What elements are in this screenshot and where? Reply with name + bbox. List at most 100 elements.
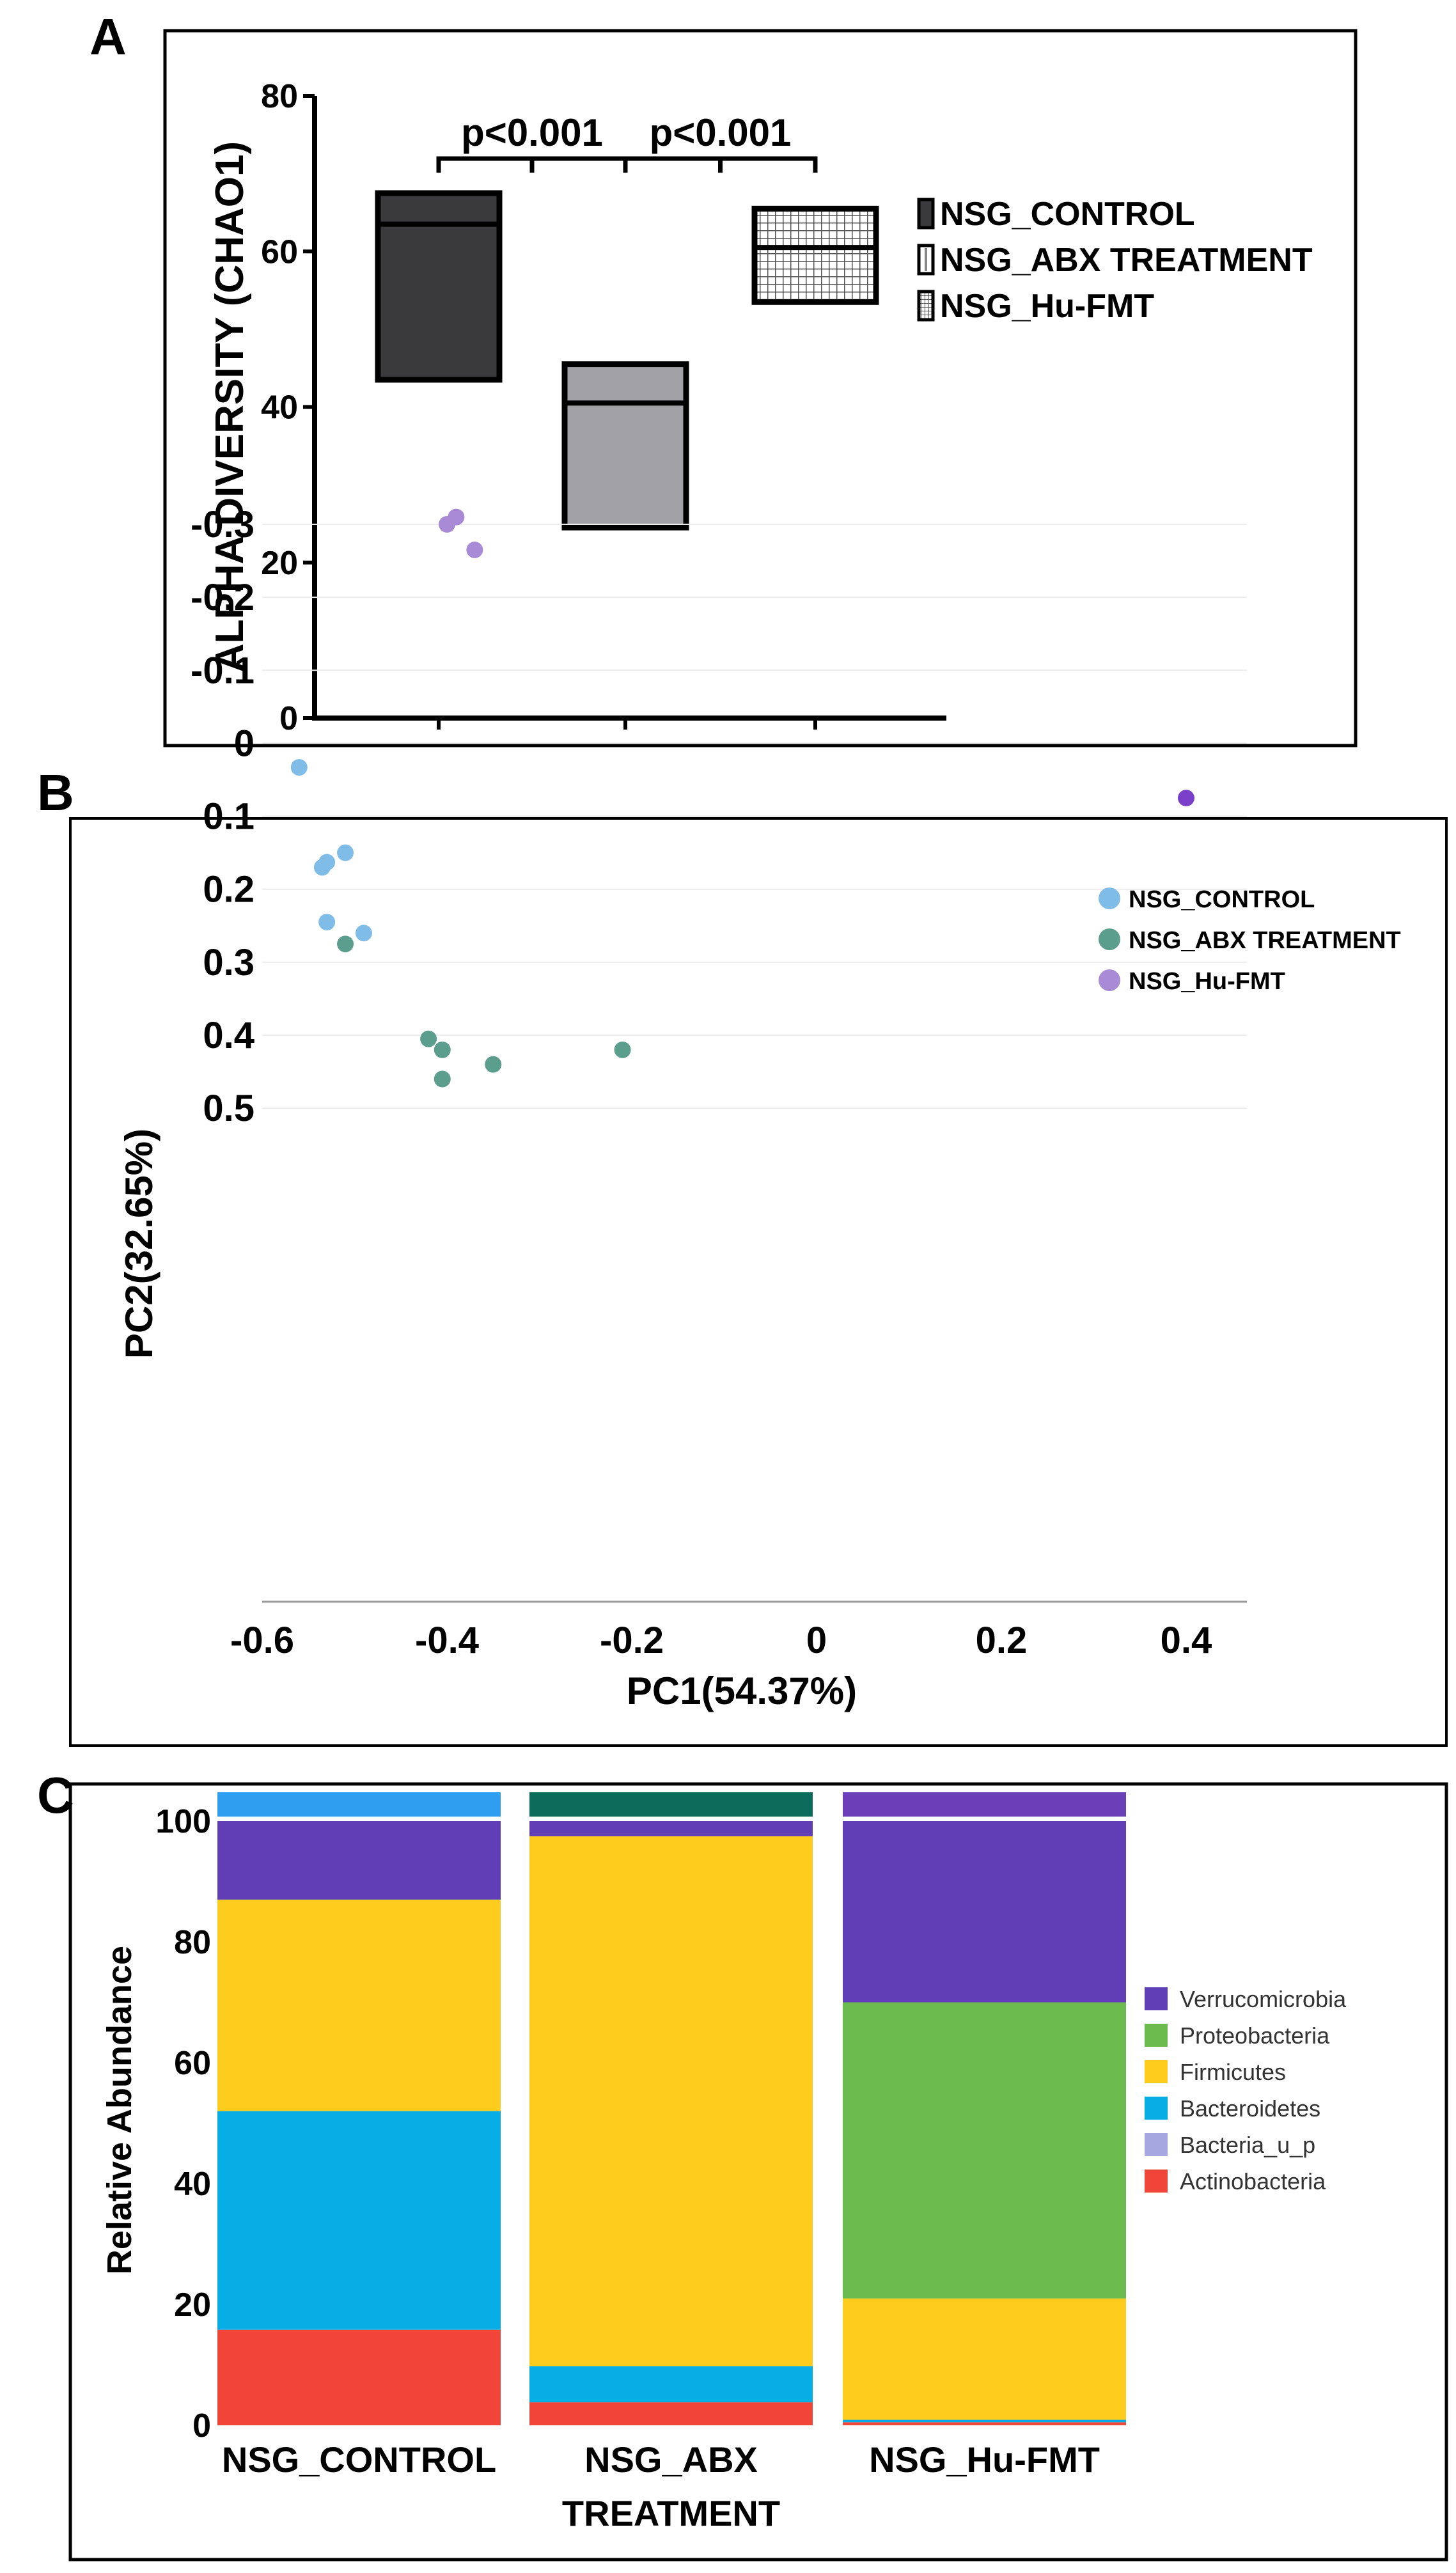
legend-marker-nsg-control — [1099, 888, 1120, 909]
panel-b-y-axis-title: PC2(32.65%) — [118, 1129, 160, 1359]
panel-b-y-tick-label: 0.2 — [203, 869, 254, 911]
point-nsg-control — [355, 925, 372, 942]
significance-bracket — [436, 156, 628, 173]
panel-a-y-tick-label: 80 — [261, 78, 298, 115]
panel-c-y-tick-label: 60 — [174, 2045, 211, 2082]
point-nsg-abx-treatment — [434, 1041, 451, 1058]
panel-a-y-axis-title: ALPHA DIVERSITY (CHAO1) — [208, 141, 252, 672]
legend-label-verrucomicrobia: Verrucomicrobia — [1180, 1986, 1347, 2012]
panel-b-x-tick-label: 0 — [806, 1620, 827, 1661]
panel-b-x-tick-label: 0.2 — [976, 1620, 1028, 1661]
point-nsg-abx-treatment — [420, 1030, 437, 1047]
panel-c-y-tick-label: 0 — [192, 2407, 211, 2444]
panel-a-frame — [163, 29, 1358, 747]
legend-label-nsg-abx-treatment: NSG_ABX TREATMENT — [940, 242, 1313, 279]
category-label-nsg-abx-treatment: TREATMENT — [562, 2493, 780, 2533]
box-nsg-hu-fmt — [751, 205, 879, 305]
legend-label-nsg-hu-fmt: NSG_Hu-FMT — [1129, 968, 1285, 995]
panel-a-y-tick-label: 20 — [261, 545, 298, 582]
panel-c-y-tick-label: 100 — [155, 1803, 211, 1840]
panel-label-b: B — [37, 764, 74, 821]
legend-swatch-bacteroidetes — [1145, 2097, 1168, 2120]
panel-label-a: A — [90, 8, 127, 65]
panel-b-y-tick-label: 0.4 — [203, 1015, 254, 1056]
panel-b-y-tick-label: -0.1 — [191, 650, 254, 691]
bar-segment-verrucomicrobia — [217, 1821, 501, 1900]
bar-segment-verrucomicrobia — [529, 1821, 813, 1836]
bar-header-nsg-hu-fmt — [843, 1792, 1126, 1817]
bar-segment-verrucomicrobia — [843, 1821, 1126, 2003]
panel-b-pca-scatter: 0.5 0.4 0.3 0.2 0.1 0 -0.1 -0.2 -0.3 -0.6 -0.4 -0.2… — [69, 504, 1448, 1747]
panel-b-x-tick-label: 0.4 — [1161, 1620, 1212, 1661]
legend-swatch-firmicutes — [1145, 2060, 1168, 2083]
legend-marker-nsg-hu-fmt — [1099, 969, 1120, 991]
panel-c-y-tick-label: 40 — [174, 2166, 211, 2203]
point-nsg-abx-treatment — [337, 935, 354, 953]
legend-marker-nsg-abx-treatment — [1099, 928, 1120, 950]
legend-label-nsg-control: NSG_CONTROL — [940, 196, 1195, 233]
point-nsg-abx-treatment — [614, 1041, 631, 1058]
legend-swatch-proteobacteria — [1145, 2024, 1168, 2047]
panel-a-y-tick-label: 60 — [261, 233, 298, 270]
legend-swatch-nsg-control — [917, 198, 935, 230]
bar-segment-firmicutes — [217, 1899, 501, 2111]
panel-b-frame — [69, 817, 1448, 1747]
panel-label-c: C — [37, 1767, 74, 1824]
bar-header-nsg-abx-treatment — [529, 1792, 813, 1817]
legend-label-nsg-abx-treatment: NSG_ABX TREATMENT — [1129, 927, 1401, 954]
legend-label-nsg-control: NSG_CONTROL — [1129, 886, 1315, 913]
bar-segment-firmicutes — [529, 1836, 813, 2366]
point-nsg-abx-treatment — [485, 1056, 502, 1073]
panel-b-x-axis-title: PC1(54.37%) — [627, 1670, 857, 1712]
panel-b-x-tick-label: -0.6 — [230, 1620, 294, 1661]
panel-b-y-tick-label: -0.3 — [191, 504, 254, 545]
significance-bracket — [623, 156, 818, 173]
panel-b-y-tick-label: 0 — [234, 723, 254, 764]
bar-segment-bacteroidetes — [843, 2420, 1126, 2423]
panel-b-x-tick-label: -0.2 — [600, 1620, 664, 1661]
legend-swatch-verrucomicrobia — [1145, 1987, 1168, 2010]
category-label-nsg-abx-treatment: NSG_ABX — [584, 2439, 758, 2480]
panel-c-frame — [68, 1782, 1448, 2561]
point-nsg-control — [337, 844, 354, 861]
point-nsg-control — [318, 914, 336, 931]
p-value-label: p<0.001 — [461, 111, 603, 154]
legend-label-bacteria-u-p: Bacteria_u_p — [1180, 2132, 1315, 2158]
box-nsg-abx-treatment — [561, 361, 689, 531]
legend-label-actinobacteria: Actinobacteria — [1180, 2168, 1326, 2194]
legend-label-bacteroidetes: Bacteroidetes — [1180, 2095, 1320, 2122]
panel-c-y-axis-title: Relative Abundance — [100, 1946, 139, 2274]
panel-c-stacked-bar: 0 20 40 60 80 100 Relative Abundance NSG_CONTRO… — [68, 1782, 1448, 2561]
category-label-nsg-control: NSG_CONTROL — [222, 2439, 496, 2480]
box-nsg-control — [375, 190, 503, 383]
panel-b-x-tick-label: -0.4 — [415, 1620, 479, 1661]
bar-segment-actinobacteria — [529, 2402, 813, 2425]
panel-b-y-tick-label: 0.1 — [203, 796, 254, 838]
point-nsg-abx-treatment — [434, 1070, 451, 1088]
legend-swatch-actinobacteria — [1145, 2170, 1168, 2193]
legend-swatch-bacteria-u-p — [1145, 2133, 1168, 2156]
legend-swatch-nsg-hu-fmt — [917, 290, 935, 322]
panel-a-y-tick-label: 0 — [279, 700, 298, 737]
bar-segment-bacteroidetes — [217, 2111, 501, 2330]
panel-b-y-tick-label: 0.5 — [203, 1088, 254, 1129]
legend-label-proteobacteria: Proteobacteria — [1180, 2022, 1330, 2049]
panel-c-y-tick-label: 20 — [174, 2287, 211, 2324]
point-nsg-control — [290, 759, 308, 776]
bar-segment-actinobacteria — [843, 2422, 1126, 2425]
panel-b-y-tick-label: 0.3 — [203, 942, 254, 983]
panel-a-y-tick-label: 40 — [261, 389, 298, 426]
bar-segment-firmicutes — [843, 2298, 1126, 2420]
p-value-label: p<0.001 — [650, 111, 792, 154]
bar-segment-actinobacteria — [217, 2329, 501, 2425]
point-nsg-hu-fmt — [1178, 790, 1194, 807]
point-nsg-hu-fmt — [448, 508, 465, 526]
legend-label-firmicutes: Firmicutes — [1180, 2059, 1286, 2085]
bar-header-nsg-control — [217, 1792, 501, 1817]
point-nsg-control — [318, 854, 336, 871]
bar-segment-bacteroidetes — [529, 2366, 813, 2403]
panel-c-y-tick-label: 80 — [174, 1924, 211, 1961]
legend-label-nsg-hu-fmt: NSG_Hu-FMT — [940, 288, 1154, 325]
